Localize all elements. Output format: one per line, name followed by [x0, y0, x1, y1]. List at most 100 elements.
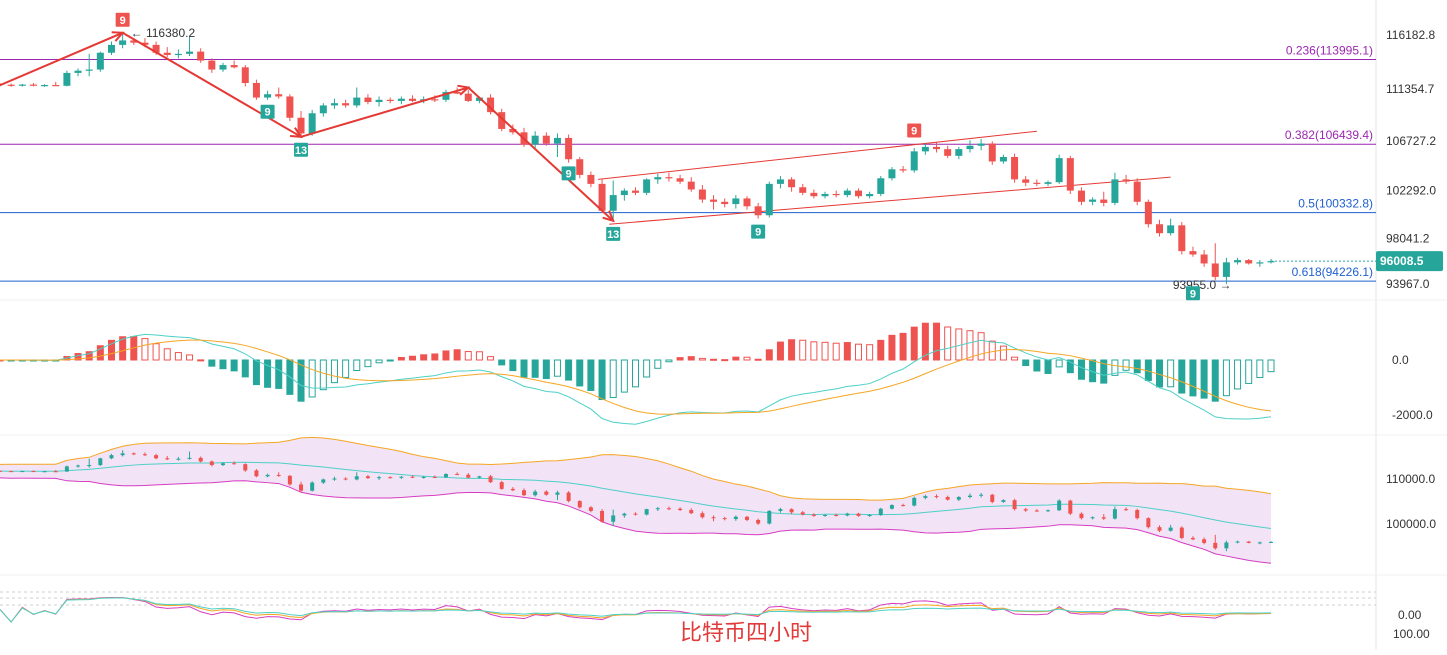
candle-body — [1122, 179, 1130, 182]
macd-histogram-bar — [498, 359, 506, 366]
candle-body — [342, 103, 350, 106]
boll-candle-body — [276, 474, 281, 476]
candle-body — [1044, 182, 1052, 184]
macd-histogram-bar — [85, 351, 93, 361]
boll-candle-body — [477, 476, 482, 478]
macd-histogram-bar — [988, 340, 996, 361]
oscillator-line — [0, 596, 1272, 623]
boll-candle-body — [209, 461, 214, 466]
candle-body — [63, 72, 71, 86]
boll-candle-body — [1101, 517, 1106, 519]
boll-candle-body — [666, 508, 671, 510]
td-marker-label: 9 — [1190, 288, 1196, 300]
boll-candle-body — [1124, 509, 1129, 511]
candle-body — [1011, 156, 1019, 180]
boll-candle-body — [867, 515, 872, 516]
macd-histogram-bar — [174, 352, 182, 361]
macd-histogram-bar — [765, 349, 773, 361]
macd-histogram-bar — [319, 359, 327, 391]
boll-candle-body — [555, 492, 560, 495]
macd-histogram-bar — [933, 322, 941, 361]
candle-body — [330, 103, 338, 106]
candle-body — [264, 94, 272, 98]
macd-histogram-bar — [643, 359, 651, 378]
candle-body — [687, 181, 695, 190]
candle-body — [1245, 260, 1253, 264]
candle-body — [788, 179, 796, 188]
boll-candle-body — [466, 474, 471, 478]
candle-body — [654, 177, 662, 180]
macd-dif-line — [0, 333, 1272, 425]
boll-candle-body — [744, 516, 749, 520]
macd-histogram-bar — [665, 359, 673, 363]
boll-candle-body — [979, 494, 984, 496]
zigzag-arrowhead — [602, 210, 615, 223]
td-marker — [561, 166, 576, 181]
boll-candle-body — [533, 491, 538, 496]
candle-body — [676, 178, 684, 182]
boll-candle-body — [1079, 513, 1084, 519]
boll-candle-body — [1257, 542, 1262, 544]
boll-candle-body — [800, 512, 805, 515]
macd-histogram-bar — [687, 356, 695, 361]
candle-body — [1178, 225, 1186, 252]
candle-body — [1267, 261, 1275, 263]
boll-candle-body — [0, 470, 2, 472]
macd-histogram-bar — [520, 359, 528, 378]
candle-body — [1144, 201, 1152, 225]
td-marker — [606, 226, 621, 241]
boll-candle-body — [142, 454, 147, 456]
boll-candle-body — [165, 458, 170, 460]
boll-candle-body — [1023, 509, 1028, 511]
candle-body — [1077, 190, 1085, 202]
macd-histogram-bar — [754, 358, 762, 361]
macd-histogram-bar — [364, 359, 372, 368]
candle-body — [29, 84, 37, 86]
candle-body — [386, 99, 394, 102]
macd-histogram-bar — [854, 343, 862, 361]
price-axis-tick: 93967.0 — [1386, 277, 1430, 291]
candle-body — [487, 97, 495, 113]
td-marker-label: 13 — [607, 229, 619, 241]
td-marker-label: 9 — [120, 15, 126, 27]
boll-candle-body — [254, 470, 259, 477]
macd-histogram-bar — [1111, 359, 1119, 376]
macd-histogram-bar — [1189, 359, 1197, 397]
boll-candle-body — [42, 471, 47, 473]
boll-candle-body — [856, 513, 861, 516]
boll-candle-body — [365, 476, 370, 479]
candle-body — [1234, 260, 1242, 263]
macd-histogram-bar — [386, 359, 394, 362]
zigzag-arrowhead — [111, 31, 125, 42]
boll-candle-body — [689, 510, 694, 514]
boll-candle-body — [945, 497, 950, 500]
candle-body — [966, 145, 974, 150]
macd-histogram-bar — [453, 349, 461, 361]
boll-candle-body — [1034, 510, 1039, 512]
boll-candle-body — [789, 509, 794, 513]
candle-body — [219, 65, 227, 70]
td-marker-label: 9 — [911, 126, 917, 138]
zigzag-pen-line — [0, 31, 614, 222]
candle-body — [1133, 181, 1141, 202]
candle-body — [553, 137, 561, 144]
macd-histogram-bar — [1077, 359, 1085, 380]
macd-histogram-bar — [509, 359, 517, 372]
macd-histogram-bar — [1044, 359, 1052, 374]
last-price-value: 96008.5 — [1380, 254, 1424, 268]
boll-candle-body — [176, 458, 181, 460]
macd-histogram-bar — [230, 359, 238, 372]
macd-histogram-bar — [397, 356, 405, 361]
candle-body — [1066, 158, 1074, 191]
candle-body — [464, 93, 472, 101]
boll-candle-body — [1269, 541, 1273, 543]
candle-body — [565, 137, 573, 160]
candle-body — [598, 183, 606, 211]
price-axis-tick: 98041.2 — [1386, 231, 1430, 245]
candle-body — [531, 135, 539, 145]
macd-axis-tick: -2000.0 — [1392, 408, 1433, 422]
price-axis-tick: 106727.2 — [1386, 134, 1436, 148]
macd-histogram-bar — [1055, 359, 1063, 368]
boll-candle-body — [299, 484, 304, 491]
